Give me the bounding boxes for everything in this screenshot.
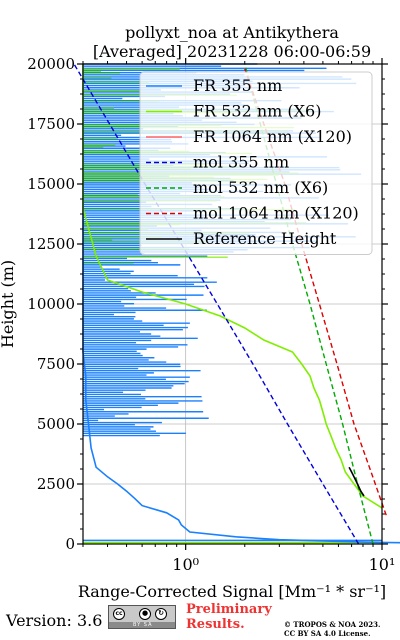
- legend-label: mol 355 nm: [193, 153, 289, 172]
- cc-license-badge: cc ● ↻ BY SA: [108, 605, 176, 629]
- legend: FR 355 nm FR 532 nm (X6) FR 1064 nm (X120)…: [139, 71, 373, 255]
- y-tick-label: 10000: [27, 295, 75, 313]
- attribution-icon: ●: [139, 608, 151, 620]
- preliminary-notice: Preliminary Results.: [186, 602, 272, 632]
- legend-label: mol 1064 nm (X120): [193, 204, 359, 223]
- y-tick-label: 17500: [27, 115, 75, 133]
- series-line-fr-532-nm-x6-: [82, 64, 383, 509]
- legend-box: [139, 71, 373, 255]
- legend-label: FR 1064 nm (X120): [193, 127, 352, 146]
- preliminary-line-1: Preliminary: [186, 602, 272, 617]
- series-line-mol-532-nm-x6-: [244, 63, 374, 545]
- y-tick-label: 12500: [27, 235, 75, 253]
- x-tick-label: 10⁰: [172, 555, 199, 574]
- legend-label: FR 355 nm: [193, 76, 282, 95]
- series-line-mol-355-nm: [73, 63, 360, 545]
- x-tick-label: 10¹: [369, 555, 396, 574]
- copyright-notice: © TROPOS & NOA 2023. CC BY SA 4.0 Licens…: [284, 620, 380, 638]
- chart-title: pollyxt_noa at Antikythera: [125, 23, 339, 42]
- cc-icon: cc: [113, 608, 125, 620]
- series-line-reference-height: [348, 466, 365, 497]
- legend-label: mol 532 nm (X6): [193, 178, 328, 197]
- share-alike-icon: ↻: [155, 608, 167, 620]
- copyright-line-2: CC BY SA 4.0 License.: [284, 629, 371, 638]
- y-tick-label: 7500: [37, 355, 75, 373]
- x-axis-label: Range-Corrected Signal [Mm⁻¹ * sr⁻¹]: [78, 582, 386, 601]
- legend-label: FR 532 nm (X6): [193, 102, 321, 121]
- copyright-line-1: © TROPOS & NOA 2023.: [284, 620, 381, 629]
- preliminary-line-2: Results.: [186, 617, 245, 632]
- y-axis-label: Height (m): [0, 260, 17, 348]
- chart-subtitle: [Averaged] 20231228 06:00-06:59: [93, 42, 371, 61]
- y-tick-label: 20000: [27, 55, 75, 73]
- y-tick-label: 0: [65, 535, 75, 553]
- version-label: Version: 3.6: [6, 611, 103, 630]
- legend-label: Reference Height: [193, 229, 337, 248]
- y-tick-label: 2500: [37, 475, 75, 493]
- y-tick-label: 15000: [27, 175, 75, 193]
- axis-ticks: 0 2500 5000 7500 10000 12500 15000 17500 20000 10…: [27, 55, 395, 574]
- y-tick-label: 5000: [37, 415, 75, 433]
- cc-text: BY SA: [133, 622, 153, 628]
